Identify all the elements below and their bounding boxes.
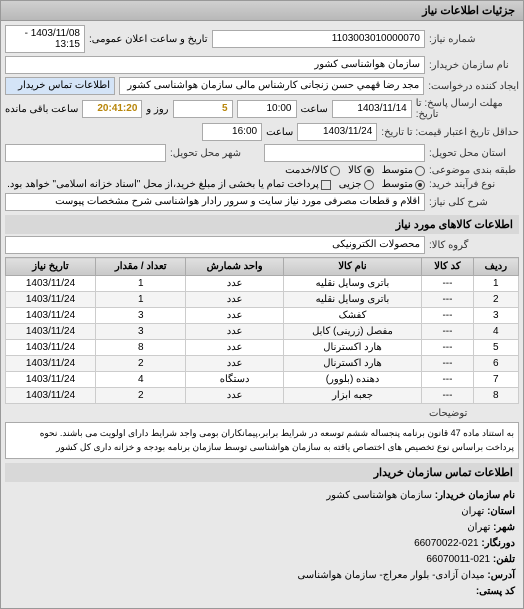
col-5: تاریخ نیاز	[6, 258, 96, 276]
notes-label: توضیحات	[429, 408, 519, 419]
time-label-2: ساعت	[266, 127, 293, 138]
buyer-org: سازمان هواشناسی کشور	[5, 56, 425, 74]
col-2: نام کالا	[283, 258, 422, 276]
goods-section-title: اطلاعات کالاهای مورد نیاز	[5, 215, 519, 234]
delivery-city	[5, 144, 166, 162]
budget-radio-group: متوسط کالا کالا/خدمت	[285, 165, 425, 176]
time-remaining: 20:41:20	[82, 100, 142, 118]
process-opt-1[interactable]: جزیی	[339, 179, 374, 190]
announce-value: 1403/11/08 - 13:15	[5, 25, 85, 53]
remaining-label: ساعت باقی مانده	[5, 104, 78, 115]
buyer-org-label: نام سازمان خریدار:	[429, 60, 519, 71]
time-label-1: ساعت	[301, 104, 328, 115]
table-row: 7---دهنده (بلوور)دستگاه41403/11/24	[6, 372, 519, 388]
delivery-city-label: شهر محل تحویل:	[170, 148, 260, 159]
notes-text: به استناد ماده 47 قانون برنامه پنجساله ش…	[5, 422, 519, 459]
process-label: نوع فرآیند خرید:	[429, 179, 519, 190]
process-opt-0[interactable]: متوسط	[382, 179, 425, 190]
request-no-label: شماره نیاز:	[429, 34, 519, 45]
desc-label: شرح کلی نیاز:	[429, 197, 519, 208]
budget-opt-1[interactable]: کالا	[348, 165, 374, 176]
col-4: تعداد / مقدار	[95, 258, 186, 276]
table-row: 2---باتری وسایل نقلیهعدد11403/11/24	[6, 292, 519, 308]
request-no: 1103003010000070	[212, 30, 426, 48]
group-label: گروه کالا:	[429, 240, 519, 251]
table-row: 3---کفشکعدد31403/11/24	[6, 308, 519, 324]
table-row: 6---هارد اکسترنالعدد21403/11/24	[6, 356, 519, 372]
col-1: کد کالا	[422, 258, 473, 276]
requester-label: ایجاد کننده درخواست:	[428, 81, 519, 92]
deadline-send-date: 1403/11/14	[332, 100, 412, 118]
contact-block: نام سازمان خریدار: سازمان هواشناسی کشور …	[5, 484, 519, 604]
validity-date: 1403/11/24	[297, 123, 377, 141]
deadline-send-label: مهلت ارسال پاسخ: تا تاریخ:	[416, 98, 519, 120]
table-row: 1---باتری وسایل نقلیهعدد11403/11/24	[6, 276, 519, 292]
process-radio-group: متوسط جزیی پرداخت تمام یا بخشی از مبلغ خ…	[7, 179, 425, 190]
table-row: 4---مفصل (زرینی) کابلعدد31403/11/24	[6, 324, 519, 340]
col-0: ردیف	[473, 258, 518, 276]
col-3: واحد شمارش	[186, 258, 283, 276]
deadline-send-time: 10:00	[237, 100, 297, 118]
days-label: روز و	[146, 104, 168, 115]
delivery-state	[264, 144, 425, 162]
table-row: 5---هارد اکسترنالعدد81403/11/24	[6, 340, 519, 356]
budget-opt-0[interactable]: متوسط	[382, 165, 425, 176]
budget-opt-2[interactable]: کالا/خدمت	[285, 165, 340, 176]
validity-time: 16:00	[202, 123, 262, 141]
validity-label: حداقل تاریخ اعتبار قیمت: تا تاریخ:	[381, 127, 519, 138]
payment-check[interactable]: پرداخت تمام یا بخشی از مبلغ خرید،از محل …	[7, 179, 331, 190]
desc: اقلام و قطعات مصرفی مورد نیاز سایت و سرو…	[5, 193, 425, 211]
days-remaining: 5	[173, 100, 233, 118]
group: محصولات الکترونیکی	[5, 236, 425, 254]
requester: مجد رضا قهمي حسن زنجانی کارشناس مالی ساز…	[119, 77, 424, 95]
budget-label: طبقه بندی موضوعی:	[429, 165, 519, 176]
contact-section-title: اطلاعات تماس سازمان خریدار	[5, 463, 519, 482]
delivery-state-label: استان محل تحویل:	[429, 148, 519, 159]
goods-table: ردیف کد کالا نام کالا واحد شمارش تعداد /…	[5, 257, 519, 404]
table-row: 8---جعبه ابزارعدد21403/11/24	[6, 388, 519, 404]
announce-label: تاریخ و ساعت اعلان عمومی:	[89, 34, 208, 45]
panel-title: جزئیات اطلاعات نیاز	[1, 1, 523, 21]
contact-buyer-button[interactable]: اطلاعات تماس خریدار	[5, 77, 115, 95]
